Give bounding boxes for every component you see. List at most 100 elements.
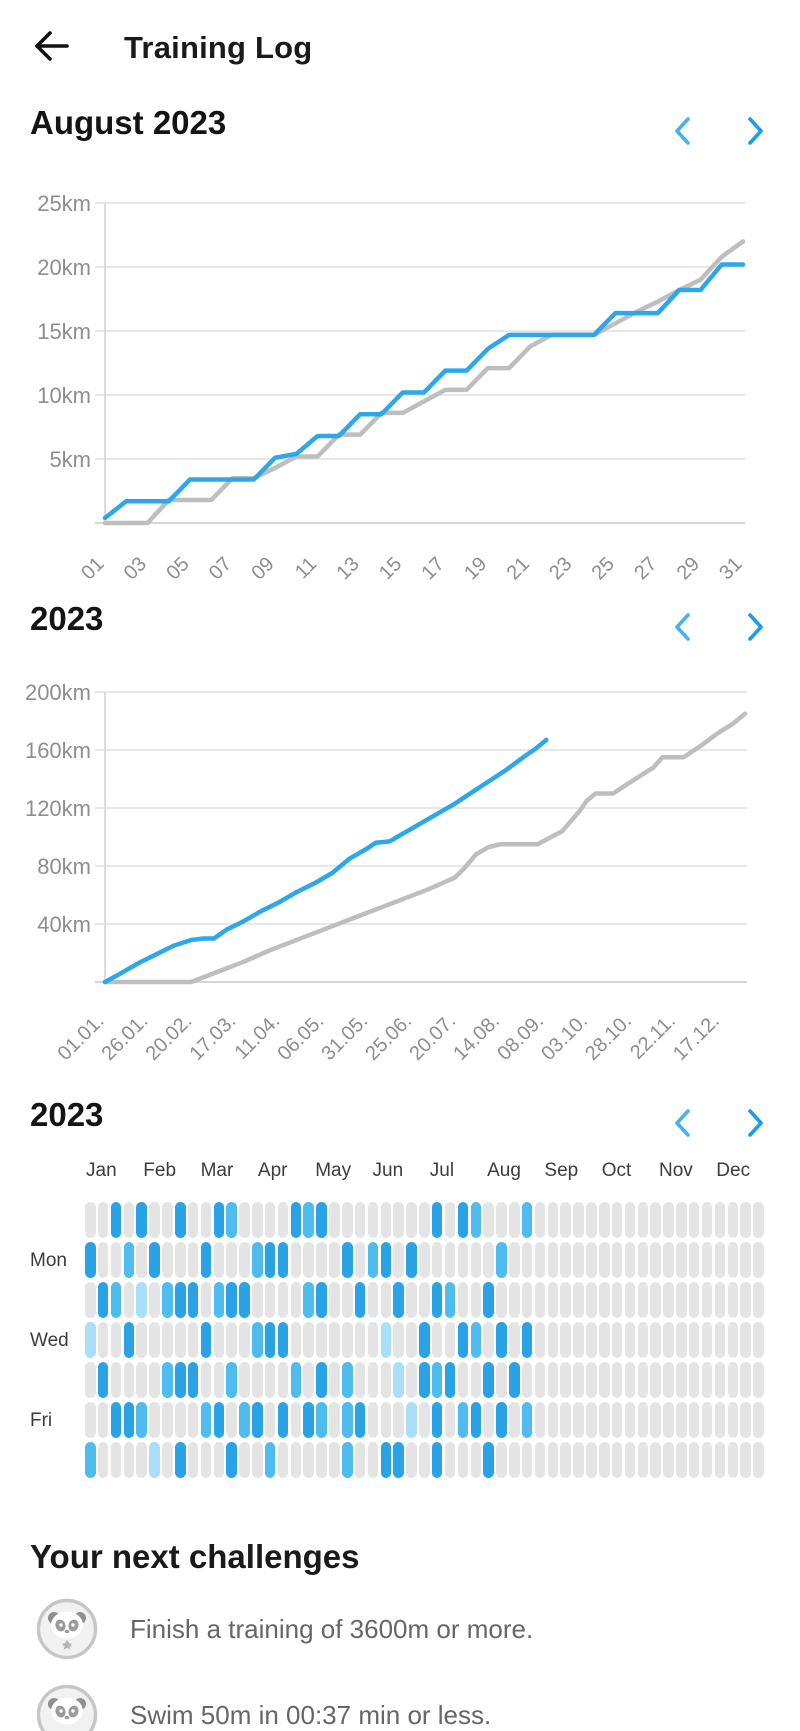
- heatmap-cell: [573, 1202, 584, 1238]
- heatmap-cell: [444, 1282, 456, 1318]
- heatmap-cell: [162, 1282, 173, 1318]
- heatmap-cell: [663, 1202, 674, 1238]
- heatmap-cell: [123, 1282, 134, 1318]
- chevron-left-icon[interactable]: [668, 1106, 698, 1140]
- heatmap-cell: [521, 1242, 533, 1278]
- month-label: Dec: [716, 1160, 751, 1181]
- heatmap-cell: [264, 1202, 276, 1238]
- heatmap-cell: [650, 1402, 661, 1438]
- heatmap-cell: [650, 1202, 661, 1238]
- heatmap-cell: [650, 1282, 661, 1318]
- heatmap-cell: [599, 1202, 610, 1238]
- heatmap-cell: [509, 1242, 520, 1278]
- heatmap-cell: [676, 1202, 687, 1238]
- heatmap-cell: [573, 1322, 584, 1358]
- heatmap-cell: [110, 1202, 122, 1238]
- heatmap-cell: [252, 1402, 263, 1438]
- heatmap-cell: [701, 1202, 713, 1238]
- heatmap-cell: [599, 1402, 610, 1438]
- heatmap-cell: [264, 1362, 276, 1398]
- heatmap-cell: [354, 1402, 366, 1438]
- heatmap-cell: [264, 1322, 276, 1358]
- heatmap-cell: [85, 1242, 96, 1278]
- arrow-left-icon: [35, 31, 69, 61]
- heatmap-cell: [419, 1282, 430, 1318]
- heatmap-cell: [329, 1362, 340, 1398]
- heatmap-cell: [136, 1322, 147, 1358]
- month-label: Feb: [143, 1160, 177, 1181]
- heatmap-cell: [252, 1202, 263, 1238]
- heatmap-cell: [329, 1202, 340, 1238]
- heatmap-cell: [753, 1322, 764, 1358]
- heatmap-cell: [226, 1402, 237, 1438]
- panda-badge-icon: [36, 1684, 98, 1731]
- heatmap-cell: [367, 1322, 379, 1358]
- heatmap-cell: [380, 1282, 392, 1318]
- challenge-item[interactable]: Finish a training of 3600m or more.: [36, 1598, 776, 1660]
- heatmap-cell: [676, 1362, 687, 1398]
- heatmap-cell: [714, 1282, 726, 1318]
- heatmap-cell: [470, 1242, 481, 1278]
- series-line-current-period: [102, 262, 746, 521]
- heatmap-cell: [149, 1442, 160, 1478]
- heatmap-cell: [380, 1242, 392, 1278]
- heatmap-cell: [470, 1282, 481, 1318]
- chevron-right-icon[interactable]: [740, 114, 770, 148]
- y-tick-label: 160km: [25, 738, 91, 763]
- heatmap-cell: [714, 1242, 726, 1278]
- heatmap-cell: [303, 1402, 314, 1438]
- heatmap-cell: [303, 1202, 314, 1238]
- challenge-item[interactable]: Swim 50m in 00:37 min or less.: [36, 1684, 776, 1731]
- heatmap-cell: [560, 1242, 571, 1278]
- heatmap-cell: [521, 1202, 533, 1238]
- heatmap-cell: [509, 1322, 520, 1358]
- heatmap-cell: [290, 1242, 302, 1278]
- y-tick-label: 20km: [37, 255, 91, 280]
- heatmap-cell: [637, 1282, 648, 1318]
- heatmap-cell: [136, 1282, 147, 1318]
- heatmap-cell: [444, 1322, 456, 1358]
- heatmap-cell: [701, 1402, 713, 1438]
- heatmap-cell: [624, 1442, 636, 1478]
- heatmap-cell: [200, 1282, 212, 1318]
- heatmap-cell: [483, 1282, 494, 1318]
- heatmap-cell: [367, 1402, 379, 1438]
- heatmap-cell: [226, 1362, 237, 1398]
- heatmap-cell: [277, 1282, 289, 1318]
- heatmap-cell: [740, 1442, 751, 1478]
- heatmap-cell: [547, 1322, 559, 1358]
- heatmap-cell: [123, 1442, 134, 1478]
- heatmap-cell: [226, 1282, 237, 1318]
- heatmap-cell: [534, 1362, 546, 1398]
- chevron-left-icon[interactable]: [668, 610, 698, 644]
- chevron-right-icon[interactable]: [740, 610, 770, 644]
- heatmap-cell: [329, 1282, 340, 1318]
- month-nav: [668, 114, 778, 148]
- heatmap-cell: [547, 1242, 559, 1278]
- year-nav: [668, 610, 778, 644]
- heatmap-cell: [483, 1402, 494, 1438]
- heatmap-cell: [586, 1282, 597, 1318]
- heatmap-cell: [200, 1442, 212, 1478]
- heatmap-cell: [688, 1242, 700, 1278]
- heatmap-cell: [727, 1242, 738, 1278]
- heatmap-cell: [496, 1442, 507, 1478]
- heatmap-cell: [599, 1442, 610, 1478]
- heatmap-cell: [521, 1362, 533, 1398]
- heatmap-cell: [354, 1362, 366, 1398]
- heatmap-cell: [110, 1322, 122, 1358]
- heatmap-cell: [419, 1202, 430, 1238]
- heatmap-cell: [175, 1362, 186, 1398]
- chevron-left-icon[interactable]: [668, 114, 698, 148]
- heatmap-cell: [252, 1322, 263, 1358]
- heatmap-cell: [611, 1442, 623, 1478]
- chevron-right-icon[interactable]: [740, 1106, 770, 1140]
- back-button[interactable]: [30, 24, 74, 68]
- heatmap-cell: [175, 1322, 186, 1358]
- heatmap-cell: [419, 1362, 430, 1398]
- weekday-label: Mon: [30, 1250, 67, 1271]
- heatmap-cell: [637, 1362, 648, 1398]
- heatmap-cell: [701, 1362, 713, 1398]
- x-tick-label: 25: [588, 553, 619, 584]
- heatmap-cell: [213, 1282, 224, 1318]
